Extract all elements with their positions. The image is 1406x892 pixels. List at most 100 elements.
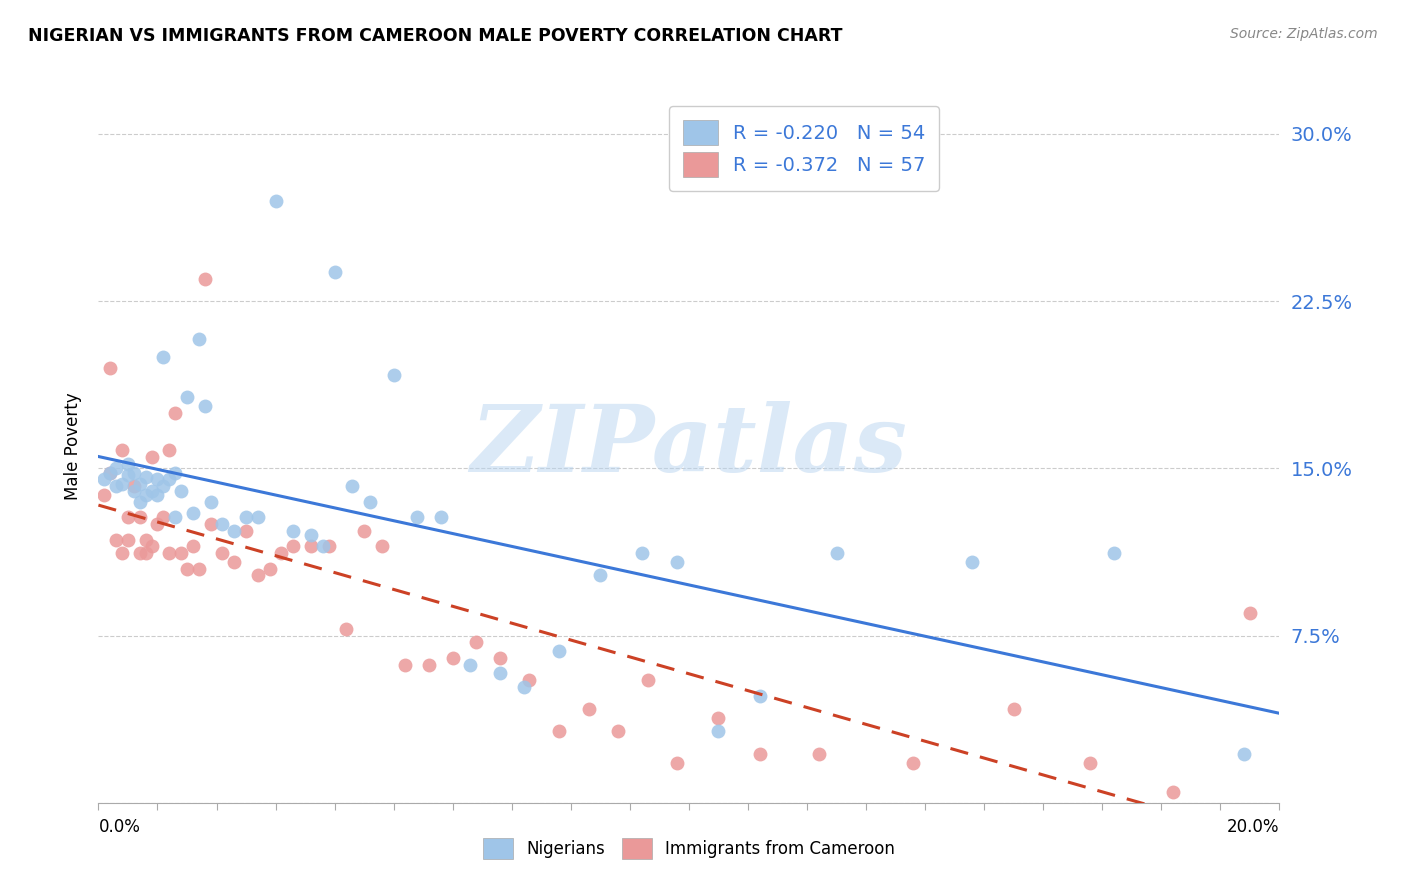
Point	[312, 539, 335, 553]
Point	[146, 488, 169, 502]
Point	[165, 405, 187, 420]
Point	[707, 724, 730, 739]
Point	[578, 702, 600, 716]
Point	[299, 539, 322, 553]
Point	[165, 466, 187, 480]
Point	[141, 483, 163, 498]
Point	[122, 483, 145, 498]
Point	[135, 546, 157, 560]
Point	[200, 517, 222, 532]
Point	[748, 689, 770, 703]
Point	[259, 562, 281, 576]
Point	[165, 510, 187, 524]
Point	[246, 510, 269, 524]
Point	[135, 533, 157, 547]
Point	[406, 510, 429, 524]
Text: ZIPatlas: ZIPatlas	[471, 401, 907, 491]
Point	[98, 466, 121, 480]
Point	[187, 562, 209, 576]
Text: NIGERIAN VS IMMIGRANTS FROM CAMEROON MALE POVERTY CORRELATION CHART: NIGERIAN VS IMMIGRANTS FROM CAMEROON MAL…	[28, 27, 842, 45]
Point	[548, 724, 571, 739]
Point	[105, 461, 128, 475]
Point	[224, 524, 246, 538]
Point	[903, 756, 925, 770]
Point	[128, 510, 150, 524]
Point	[825, 546, 848, 560]
Point	[264, 194, 287, 208]
Point	[194, 399, 217, 413]
Point	[128, 494, 150, 508]
Point	[283, 539, 305, 553]
Y-axis label: Male Poverty: Male Poverty	[63, 392, 82, 500]
Point	[430, 510, 453, 524]
Point	[152, 479, 174, 493]
Point	[335, 622, 357, 636]
Point	[224, 555, 246, 569]
Point	[105, 533, 128, 547]
Point	[394, 657, 416, 672]
Point	[342, 479, 364, 493]
Point	[548, 644, 571, 658]
Point	[666, 756, 689, 770]
Point	[607, 724, 630, 739]
Point	[135, 488, 157, 502]
Point	[141, 450, 163, 465]
Point	[93, 473, 115, 487]
Point	[1239, 607, 1261, 621]
Point	[460, 657, 482, 672]
Point	[111, 443, 134, 458]
Point	[111, 476, 134, 491]
Point	[170, 483, 193, 498]
Point	[418, 657, 440, 672]
Point	[707, 711, 730, 725]
Point	[1161, 785, 1184, 799]
Point	[512, 680, 534, 694]
Point	[748, 747, 770, 761]
Point	[371, 539, 394, 553]
Point	[235, 510, 257, 524]
Point	[146, 517, 169, 532]
Point	[181, 506, 204, 520]
Point	[299, 528, 322, 542]
Point	[176, 562, 198, 576]
Point	[235, 524, 257, 538]
Point	[176, 390, 198, 404]
Point	[589, 568, 612, 582]
Point	[146, 473, 169, 487]
Point	[359, 494, 381, 508]
Point	[128, 546, 150, 560]
Point	[1102, 546, 1125, 560]
Point	[465, 635, 488, 649]
Point	[135, 470, 157, 484]
Point	[200, 494, 222, 508]
Point	[630, 546, 652, 560]
Point	[323, 265, 346, 279]
Point	[318, 539, 340, 553]
Point	[1002, 702, 1025, 716]
Point	[122, 466, 145, 480]
Point	[181, 539, 204, 553]
Point	[962, 555, 984, 569]
Point	[117, 457, 139, 471]
Point	[489, 666, 512, 681]
Point	[187, 332, 209, 346]
Point	[170, 546, 193, 560]
Point	[152, 350, 174, 364]
Point	[141, 539, 163, 553]
Point	[122, 479, 145, 493]
Point	[519, 673, 541, 687]
Point	[382, 368, 405, 382]
Point	[1080, 756, 1102, 770]
Point	[98, 466, 121, 480]
Point	[353, 524, 375, 538]
Point	[111, 546, 134, 560]
Point	[128, 476, 150, 491]
Point	[93, 488, 115, 502]
Legend: Nigerians, Immigrants from Cameroon: Nigerians, Immigrants from Cameroon	[477, 831, 901, 866]
Point	[117, 510, 139, 524]
Point	[246, 568, 269, 582]
Point	[194, 271, 217, 285]
Text: Source: ZipAtlas.com: Source: ZipAtlas.com	[1230, 27, 1378, 41]
Point	[270, 546, 292, 560]
Point	[211, 546, 233, 560]
